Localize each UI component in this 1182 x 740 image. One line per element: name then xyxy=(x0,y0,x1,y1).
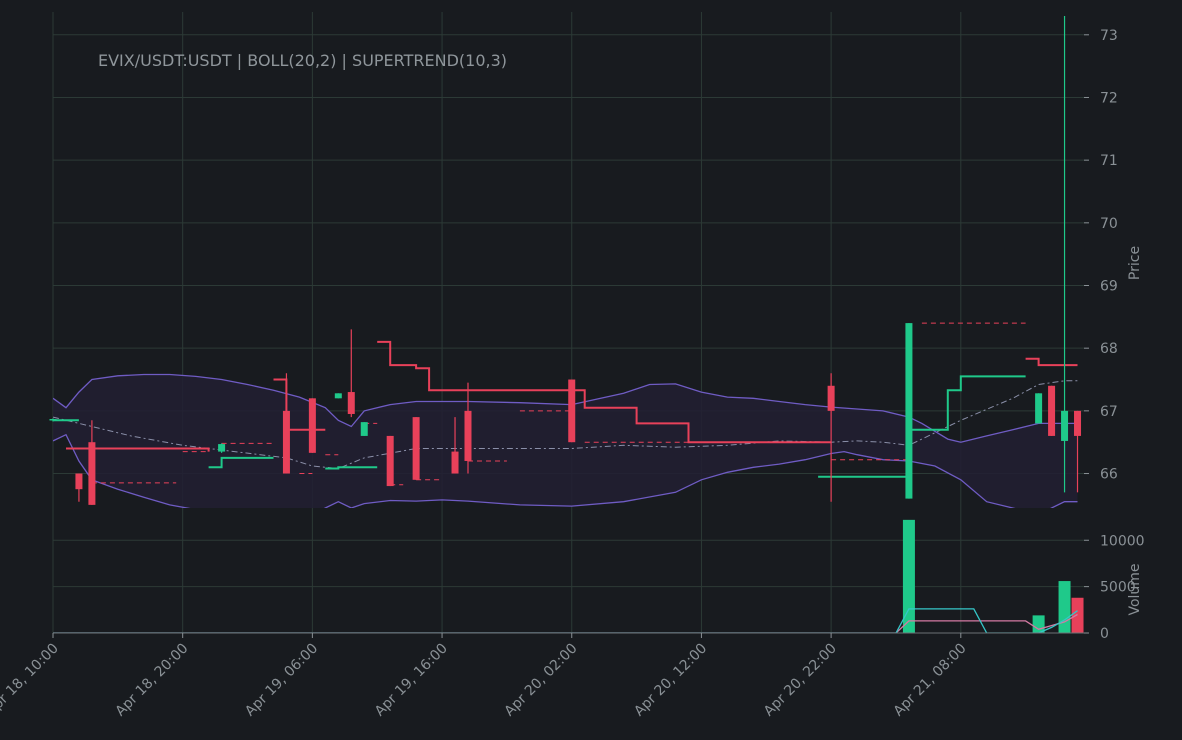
volume-tick-label: 0 xyxy=(1100,626,1109,642)
candle-body xyxy=(218,444,226,452)
time-tick-label: Apr 20, 22:00 xyxy=(761,641,840,720)
volume-ma-line xyxy=(53,613,1078,633)
time-tick-label: Apr 21, 08:00 xyxy=(891,641,970,720)
candle-body xyxy=(75,473,83,490)
volume-tick-label: 5000 xyxy=(1100,580,1136,596)
volume-ma-line xyxy=(53,608,1078,633)
candle-body xyxy=(282,410,290,474)
supertrend-line-down xyxy=(377,340,832,444)
candle-body xyxy=(464,410,472,461)
candle-body xyxy=(1061,410,1069,441)
price-tick-label: 70 xyxy=(1100,216,1118,232)
candle-body xyxy=(360,422,368,436)
supertrend-line-up xyxy=(208,456,274,469)
candle-body xyxy=(347,392,355,414)
candle-body xyxy=(308,398,316,453)
candle-body xyxy=(827,385,835,411)
price-tick-label: 72 xyxy=(1100,90,1118,106)
candle-body xyxy=(1074,410,1082,436)
price-tick-label: 68 xyxy=(1100,341,1118,357)
chart-title: EVIX/USDT:USDT | BOLL(20,2) | SUPERTREND… xyxy=(98,51,507,70)
price-tick-label: 67 xyxy=(1100,404,1118,420)
price-tick-label: 66 xyxy=(1100,467,1118,483)
time-tick-label: Apr 20, 02:00 xyxy=(502,641,581,720)
volume-bar xyxy=(1071,597,1084,633)
volume-bar xyxy=(1058,581,1071,633)
supertrend-line-up xyxy=(325,466,378,470)
time-tick-label: Apr 18, 20:00 xyxy=(113,641,192,720)
candle-body xyxy=(49,419,57,421)
volume-bar xyxy=(1032,615,1045,633)
candle-body xyxy=(905,323,913,499)
supertrend-line-down xyxy=(66,447,210,452)
price-tick-label: 71 xyxy=(1100,153,1118,169)
volume-bar xyxy=(902,519,915,633)
bollinger-middle-line xyxy=(53,380,1078,470)
supertrend-line-down xyxy=(1025,357,1078,367)
supertrend-line-up xyxy=(908,375,1026,431)
time-tick-label: Apr 19, 06:00 xyxy=(242,641,321,720)
time-tick-label: Apr 20, 12:00 xyxy=(631,641,710,720)
candle-body xyxy=(412,417,420,480)
candle-body xyxy=(451,451,459,474)
time-tick-label: Apr 18, 10:00 xyxy=(0,641,62,720)
candle-body xyxy=(1048,385,1056,436)
candle-body xyxy=(568,379,576,443)
price-tick-label: 69 xyxy=(1100,279,1118,295)
time-tick-label: Apr 19, 16:00 xyxy=(372,641,451,720)
volume-tick-label: 10000 xyxy=(1100,533,1145,549)
price-axis-title: Price xyxy=(1127,246,1143,280)
candle-body xyxy=(334,393,342,399)
candle-body xyxy=(386,435,394,487)
price-tick-label: 73 xyxy=(1100,28,1118,44)
candle-body xyxy=(1035,393,1043,424)
volume-axis-title: Volume xyxy=(1127,563,1143,615)
bollinger-lower-line xyxy=(53,433,1078,508)
candle-body xyxy=(88,442,96,505)
